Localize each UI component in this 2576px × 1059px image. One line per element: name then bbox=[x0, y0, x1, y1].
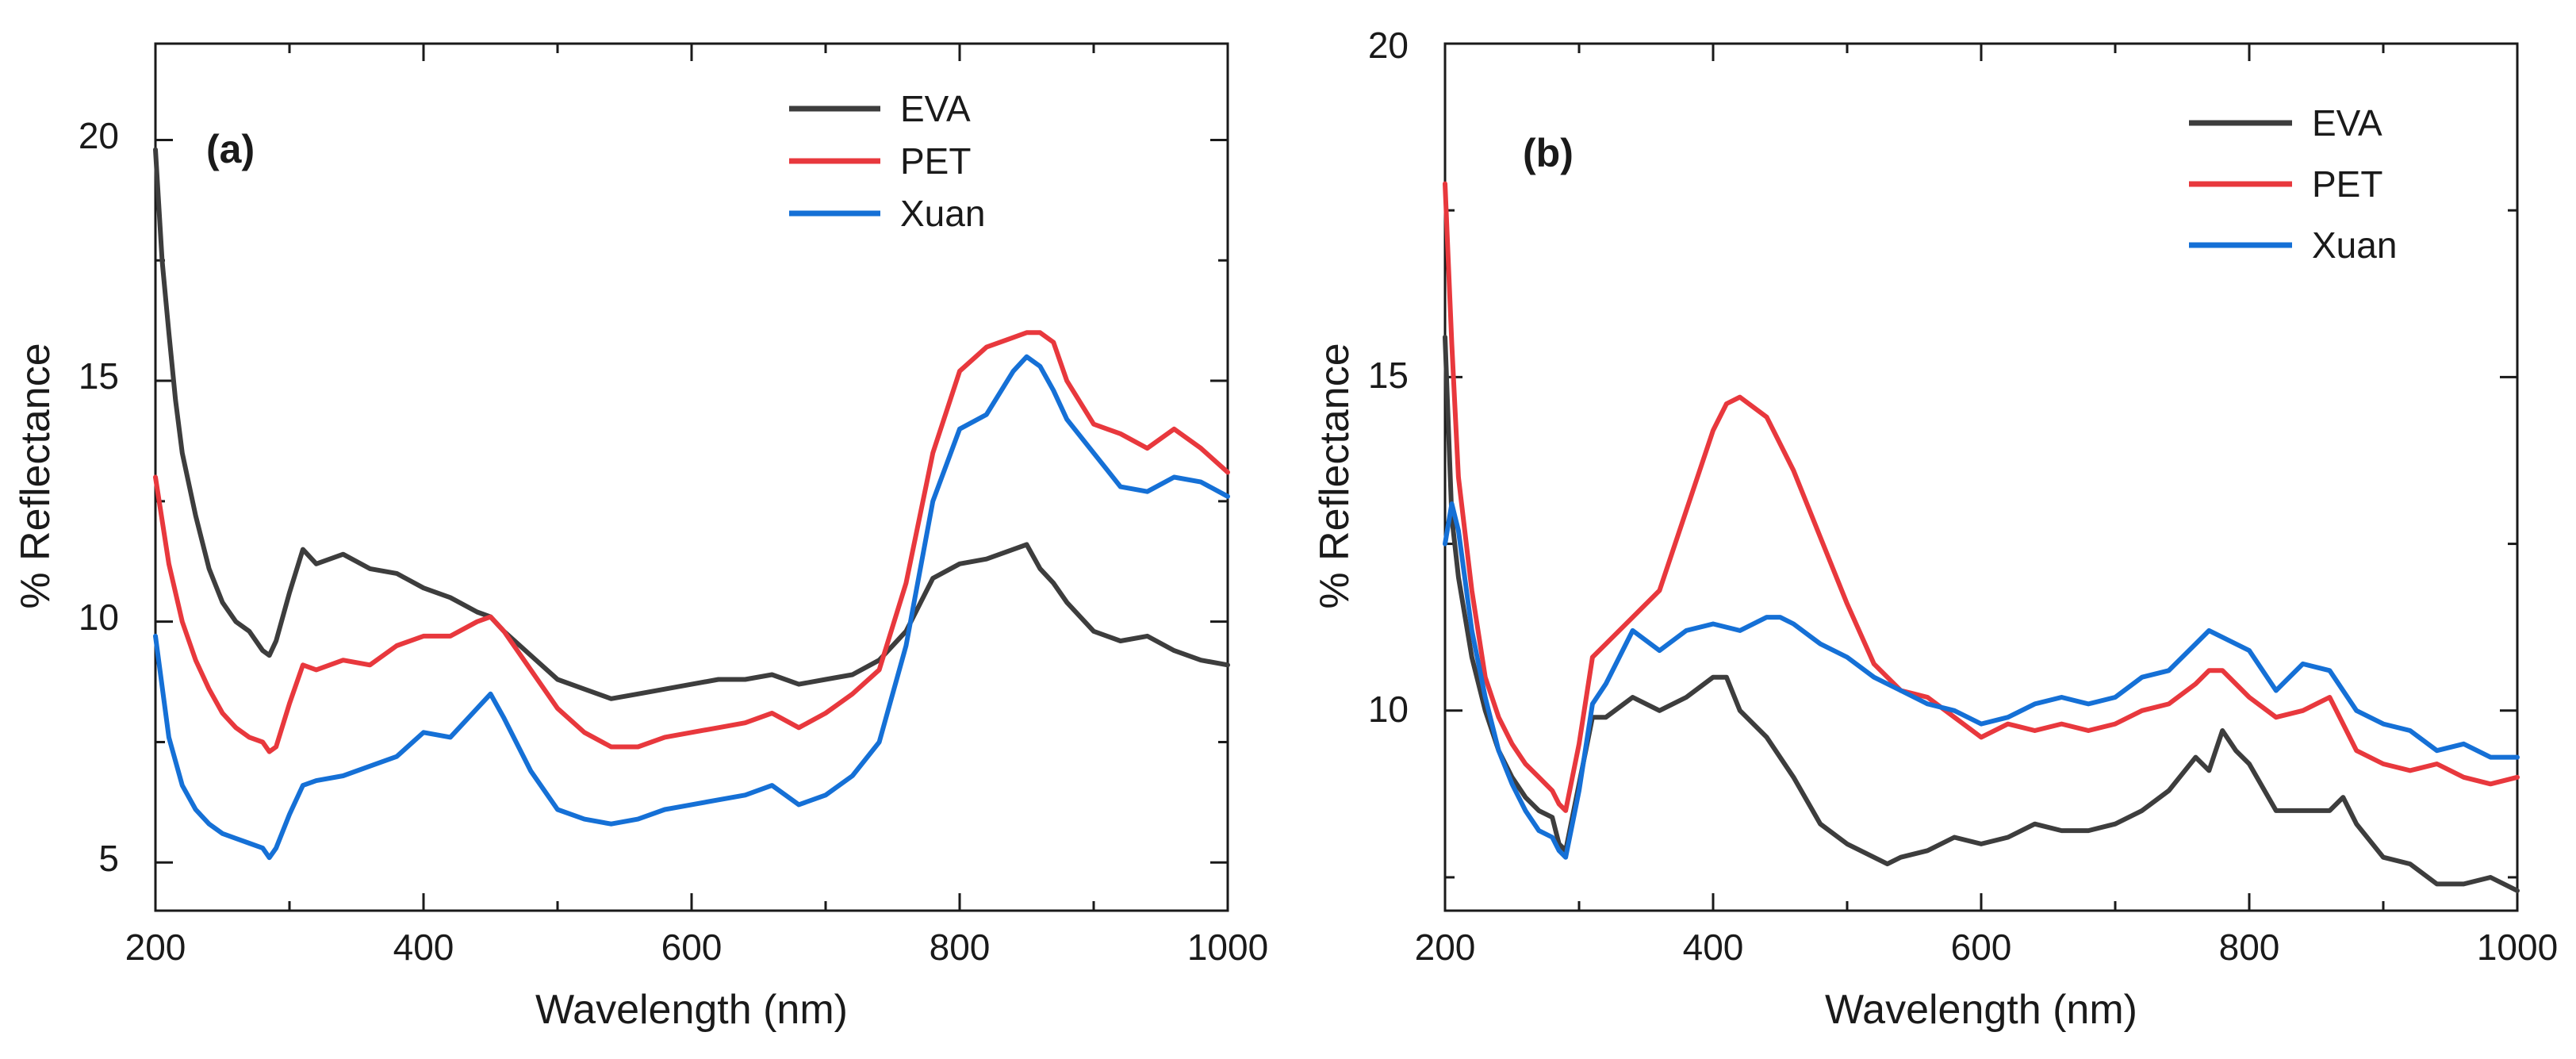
panel-b-y-axis-title: % Reflectance bbox=[1312, 343, 1358, 608]
panel-a-ytick-label: 10 bbox=[79, 597, 119, 638]
panel-a-x-axis-title: Wavelength (nm) bbox=[535, 987, 848, 1033]
panel-b-ytick-label: 15 bbox=[1368, 355, 1409, 396]
panel-a-series-xuan bbox=[153, 354, 1230, 861]
legend-label-pet: PET bbox=[900, 140, 971, 182]
panel-a-xtick-label: 800 bbox=[930, 927, 991, 968]
panel-b-x-axis-title: Wavelength (nm) bbox=[1825, 987, 2137, 1033]
panel-a-xtick-label: 400 bbox=[393, 927, 454, 968]
panel-b-xtick-label: 1000 bbox=[2477, 927, 2558, 968]
panel-a-series-eva bbox=[153, 147, 1230, 701]
panel-b-legend: EVA PET Xuan bbox=[2189, 102, 2397, 266]
panel-a-xtick-label: 200 bbox=[125, 927, 186, 968]
legend-label-pet: PET bbox=[2312, 163, 2382, 205]
panel-a-ticks bbox=[154, 44, 1229, 911]
panel-a-ytick-label: 15 bbox=[79, 355, 119, 397]
panel-a-series-pet bbox=[153, 330, 1230, 754]
panel-a-xtick-label: 600 bbox=[661, 927, 723, 968]
panel-b: 10 15 20 200 400 600 800 1000 Wavelength… bbox=[1312, 25, 2558, 1033]
panel-a-ytick-label: 20 bbox=[79, 115, 119, 156]
panel-b-ytick-label: 10 bbox=[1368, 689, 1409, 730]
panel-b-series-eva bbox=[1443, 334, 2520, 893]
panel-b-ytick-label: 20 bbox=[1368, 25, 1409, 66]
panel-a-xtick-label: 1000 bbox=[1187, 927, 1268, 968]
panel-a-legend: EVA PET Xuan bbox=[789, 88, 985, 234]
legend-label-xuan: Xuan bbox=[900, 193, 985, 234]
panel-b-xtick-label: 400 bbox=[1683, 927, 1744, 968]
legend-label-eva: EVA bbox=[900, 88, 971, 129]
panel-b-xtick-label: 200 bbox=[1415, 927, 1476, 968]
panel-a-y-axis-title: % Reflectance bbox=[13, 343, 59, 608]
panel-a-label: (a) bbox=[206, 127, 255, 171]
panel-a: 5 10 15 20 200 400 600 800 1000 Waveleng… bbox=[13, 42, 1268, 1033]
panel-b-label: (b) bbox=[1523, 131, 1574, 175]
panel-a-ytick-label: 5 bbox=[98, 838, 119, 879]
panel-b-xtick-label: 600 bbox=[1951, 927, 2012, 968]
panel-b-ticks bbox=[1443, 42, 2519, 911]
panel-b-series-xuan bbox=[1443, 501, 2520, 860]
legend-label-eva: EVA bbox=[2312, 102, 2382, 144]
legend-label-xuan: Xuan bbox=[2312, 224, 2397, 266]
panel-b-series bbox=[1443, 181, 2520, 893]
panel-b-series-pet bbox=[1443, 181, 2520, 813]
panel-a-series bbox=[153, 147, 1230, 861]
panel-b-xtick-label: 800 bbox=[2219, 927, 2280, 968]
